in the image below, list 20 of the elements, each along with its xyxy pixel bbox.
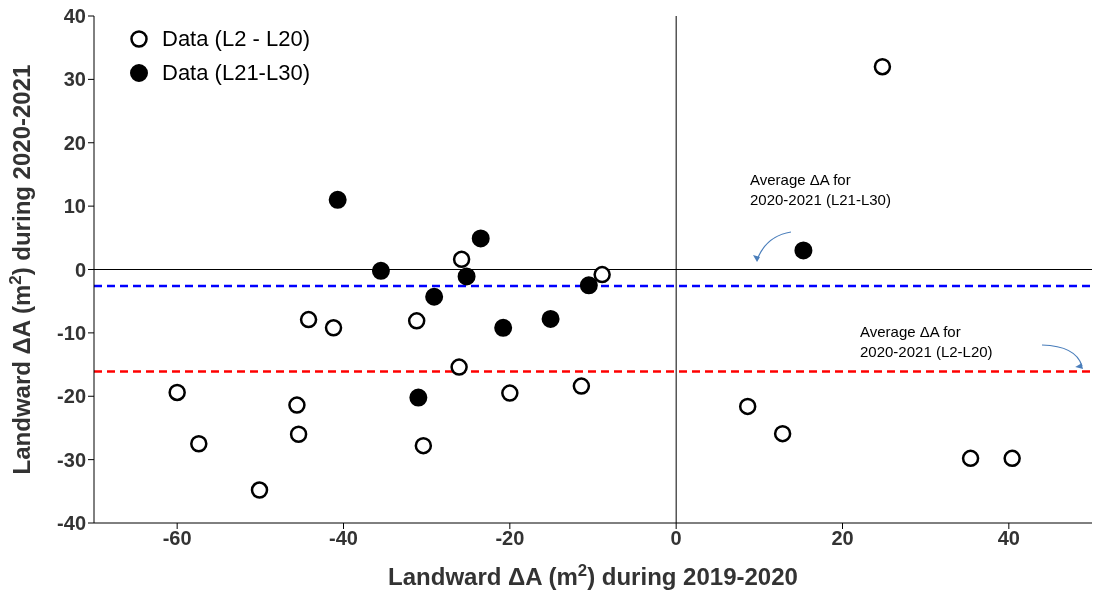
x-tick-label: 40 [997, 527, 1020, 550]
x-tick-label: 0 [670, 527, 682, 550]
y-tick-label: 40 [63, 5, 86, 28]
x-tick-label: -60 [162, 527, 192, 550]
y-tick-label: 30 [63, 68, 86, 91]
legend-label: Data (L2 - L20) [162, 25, 310, 53]
annotation: Average ΔA for 2020-2021 (L2-L20) [860, 322, 993, 362]
x-axis-title: Landward ΔA (m$^{2}$) during 2019-2020 [388, 560, 798, 590]
y-tick-label: 20 [63, 131, 86, 154]
y-tick-label: -40 [57, 512, 86, 535]
x-tick-label: -20 [495, 527, 525, 550]
x-tick-label: -40 [329, 527, 358, 550]
y-tick-label: -20 [57, 385, 86, 408]
y-tick-label: -30 [57, 448, 86, 471]
y-tick-label: 10 [63, 195, 86, 218]
x-tick-label: 20 [831, 527, 854, 550]
annotation: Average ΔA for 2020-2021 (L21-L30) [750, 170, 891, 210]
y-tick-label: -10 [57, 321, 86, 344]
y-tick-label: 0 [74, 258, 86, 281]
legend-label: Data (L21-L30) [162, 59, 310, 87]
